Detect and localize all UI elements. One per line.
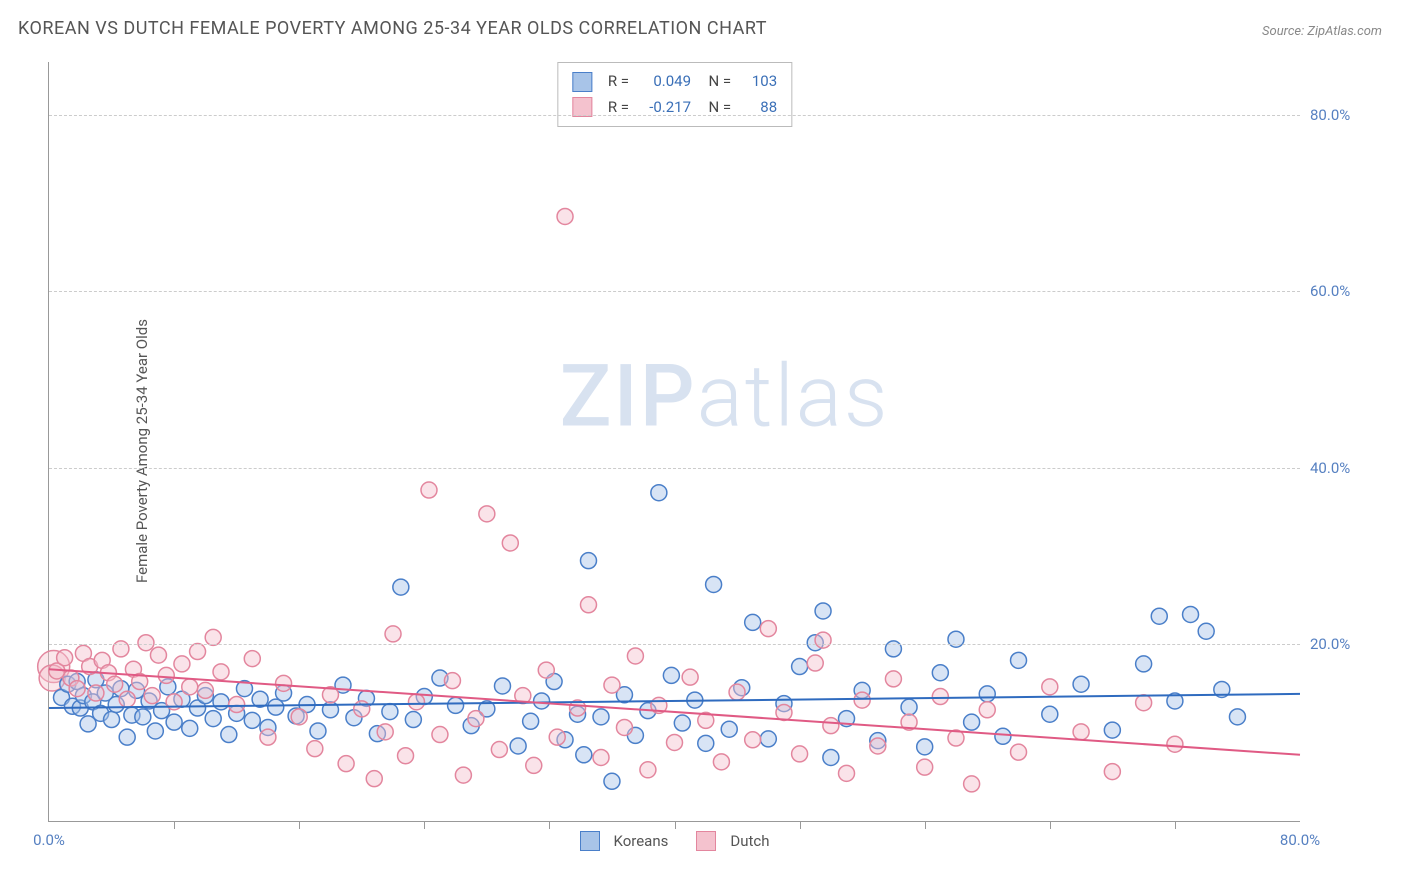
y-tick-label: 60.0% [1310, 282, 1380, 300]
y-tick-label: 20.0% [1310, 635, 1380, 653]
stats-row-dutch: R = -0.217 N = 88 [572, 95, 777, 121]
scatter-svg [49, 62, 1300, 821]
legend-item-koreans: Koreans [580, 831, 669, 851]
x-tick-mark [1175, 821, 1176, 829]
y-tick-label: 40.0% [1310, 459, 1380, 477]
grid-line [49, 291, 1300, 292]
legend-label-koreans: Koreans [614, 832, 669, 850]
y-tick-label: 80.0% [1310, 106, 1380, 124]
x-tick-mark [675, 821, 676, 829]
x-tick-label: 80.0% [1280, 831, 1320, 849]
grid-line [49, 468, 1300, 469]
swatch-koreans [572, 72, 592, 92]
x-tick-mark [1050, 821, 1051, 829]
chart-title: KOREAN VS DUTCH FEMALE POVERTY AMONG 25-… [18, 18, 767, 39]
stat-n-koreans: 103 [741, 69, 777, 95]
stat-n-dutch: 88 [741, 95, 777, 121]
bottom-legend: Koreans Dutch [580, 831, 770, 851]
legend-swatch-koreans [580, 831, 600, 851]
chart-container: Female Poverty Among 25-34 Year Olds ZIP… [48, 50, 1388, 852]
x-tick-mark [174, 821, 175, 829]
source-attribution: Source: ZipAtlas.com [1262, 24, 1382, 39]
stat-n-label: N = [701, 95, 731, 121]
x-tick-mark [925, 821, 926, 829]
x-tick-label: 0.0% [33, 831, 65, 849]
x-tick-mark [299, 821, 300, 829]
stat-r-dutch: -0.217 [639, 95, 691, 121]
stat-r-koreans: 0.049 [639, 69, 691, 95]
stats-row-koreans: R = 0.049 N = 103 [572, 69, 777, 95]
stat-n-label: N = [701, 69, 731, 95]
legend-swatch-dutch [696, 831, 716, 851]
stat-r-label: R = [608, 95, 629, 121]
grid-line [49, 115, 1300, 116]
plot-area: ZIPatlas R = 0.049 N = 103 R = -0.217 N … [48, 62, 1300, 822]
x-tick-mark [800, 821, 801, 829]
legend-item-dutch: Dutch [696, 831, 769, 851]
stat-r-label: R = [608, 69, 629, 95]
x-tick-mark [549, 821, 550, 829]
stats-legend-box: R = 0.049 N = 103 R = -0.217 N = 88 [557, 62, 792, 127]
grid-line [49, 644, 1300, 645]
x-tick-mark [424, 821, 425, 829]
legend-label-dutch: Dutch [730, 832, 769, 850]
